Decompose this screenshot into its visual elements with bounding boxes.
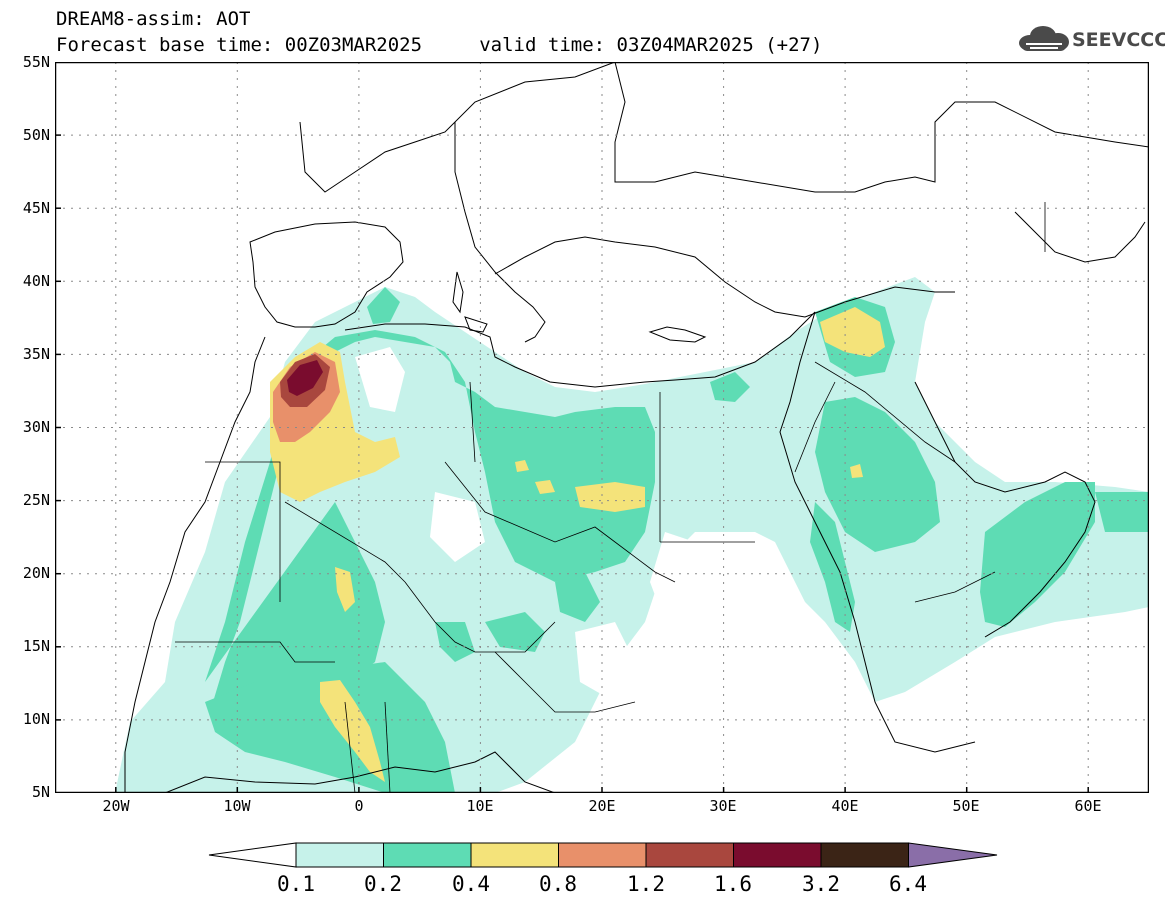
aot-level-0.2 bbox=[205, 287, 1149, 793]
forecast-time-line: Forecast base time: 00Z03MAR2025 valid t… bbox=[56, 34, 823, 56]
axis-ticks bbox=[55, 134, 1089, 793]
lat-label: 40N bbox=[22, 272, 50, 290]
colorbar-label: 0.1 bbox=[277, 872, 315, 896]
lon-label: 30E bbox=[709, 797, 737, 815]
colorbar-label: 6.4 bbox=[889, 872, 927, 896]
lon-label: 0 bbox=[354, 797, 364, 815]
colorbar-cell bbox=[470, 842, 559, 868]
colorbar-cell bbox=[733, 842, 822, 868]
aot-level-1.6 bbox=[287, 360, 323, 396]
colorbar-cell bbox=[383, 842, 472, 868]
lat-label: 5N bbox=[31, 783, 50, 801]
lon-label: 20E bbox=[588, 797, 616, 815]
aot-level-0.4 bbox=[270, 307, 885, 782]
lat-label: 30N bbox=[22, 418, 50, 436]
colorbar-label: 1.6 bbox=[714, 872, 752, 896]
lat-label: 45N bbox=[22, 199, 50, 217]
lat-label: 20N bbox=[22, 564, 50, 582]
lat-label: 25N bbox=[22, 491, 50, 509]
colorbar-under-arrow bbox=[208, 842, 297, 868]
lon-label: 40E bbox=[831, 797, 859, 815]
colorbar-label: 1.2 bbox=[627, 872, 665, 896]
cloud-logo-icon bbox=[1019, 26, 1069, 51]
colorbar bbox=[208, 842, 998, 868]
logo-text: SEEVCCC bbox=[1072, 29, 1165, 51]
lon-label: 50E bbox=[952, 797, 980, 815]
country-borders bbox=[175, 202, 1046, 793]
aot-map bbox=[55, 62, 1149, 793]
colorbar-cell bbox=[558, 842, 647, 868]
lat-label: 55N bbox=[22, 53, 50, 71]
colorbar-label: 0.8 bbox=[539, 872, 577, 896]
colorbar-label: 0.4 bbox=[452, 872, 490, 896]
map-title: DREAM8-assim: AOT bbox=[56, 8, 251, 30]
lon-label: 60E bbox=[1074, 797, 1102, 815]
graticule bbox=[55, 62, 1149, 793]
colorbar-label: 3.2 bbox=[802, 872, 840, 896]
aot-level-below-0.1 bbox=[355, 347, 835, 752]
lon-label: 20W bbox=[102, 797, 130, 815]
lat-label: 35N bbox=[22, 345, 50, 363]
colorbar-label: 0.2 bbox=[364, 872, 402, 896]
colorbar-over-arrow bbox=[908, 842, 998, 868]
lat-label: 50N bbox=[22, 126, 50, 144]
lat-label: 15N bbox=[22, 637, 50, 655]
colorbar-cell bbox=[820, 842, 909, 868]
lon-label: 10E bbox=[466, 797, 494, 815]
colorbar-cell bbox=[645, 842, 734, 868]
colorbar-cell bbox=[295, 842, 384, 868]
lat-label: 10N bbox=[22, 710, 50, 728]
coastlines bbox=[124, 62, 1149, 793]
lon-label: 10W bbox=[223, 797, 251, 815]
